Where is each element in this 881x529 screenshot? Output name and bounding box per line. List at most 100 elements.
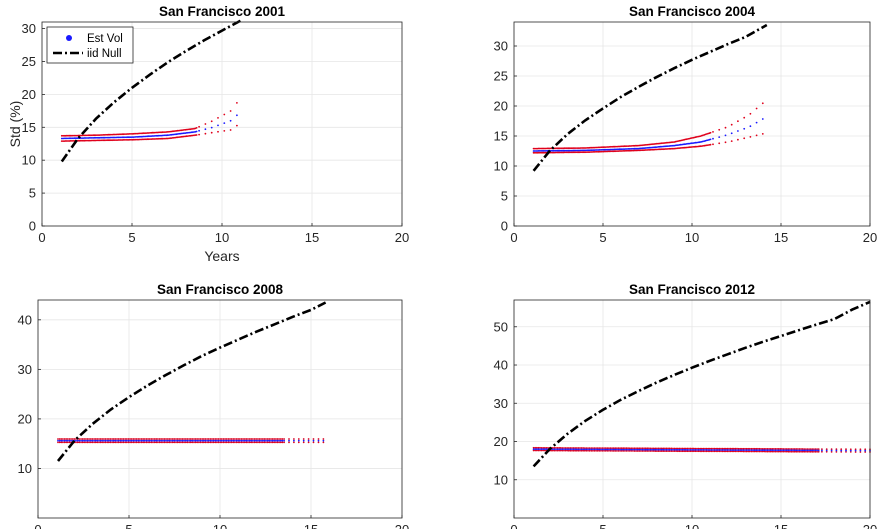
- ci-point: [593, 449, 596, 452]
- ci-point: [147, 438, 150, 440]
- est-vol-point: [250, 439, 253, 442]
- est-vol-point: [809, 449, 812, 452]
- ci-point: [740, 450, 743, 453]
- est-vol-point: [632, 448, 634, 451]
- ci-point: [758, 447, 761, 450]
- est-vol-point: [571, 448, 573, 451]
- est-vol-point: [577, 448, 580, 451]
- ci-point: [625, 450, 628, 452]
- est-vol-point: [132, 136, 135, 139]
- ci-point: [535, 449, 538, 452]
- ci-point: [627, 450, 629, 452]
- ci-point: [165, 441, 168, 444]
- ci-point: [91, 134, 93, 137]
- est-vol-point: [234, 439, 236, 442]
- ci-point: [139, 138, 141, 141]
- ci-point: [604, 447, 607, 449]
- ci-point: [552, 151, 555, 154]
- ci-point: [142, 138, 145, 141]
- est-vol-point: [716, 449, 719, 451]
- ci-point: [535, 446, 538, 449]
- ci-point: [281, 441, 284, 444]
- ci-point: [178, 441, 181, 444]
- est-vol-point: [755, 449, 758, 452]
- y-axis-label: Std (%): [7, 101, 23, 148]
- ci-point: [710, 450, 713, 453]
- ci-point: [644, 149, 647, 151]
- ci-point: [242, 438, 245, 440]
- ci-point: [667, 148, 669, 150]
- ci-point: [538, 151, 541, 154]
- est-vol-point: [194, 439, 197, 442]
- est-vol-point: [84, 137, 87, 139]
- est-vol-point: [195, 130, 198, 133]
- ci-point: [585, 151, 587, 154]
- ci-point: [193, 438, 195, 440]
- ci-point: [66, 438, 69, 440]
- ci-point: [604, 449, 607, 452]
- est-vol-point: [696, 449, 698, 451]
- ci-point: [145, 441, 148, 444]
- ci-point: [800, 450, 802, 453]
- est-vol-point: [183, 132, 185, 135]
- ci-point: [119, 438, 122, 440]
- ci-point: [647, 143, 650, 146]
- x-tick-label: 20: [863, 230, 877, 245]
- ci-point: [558, 449, 561, 452]
- est-vol-point: [658, 145, 661, 148]
- ci-point: [91, 438, 94, 440]
- est-vol-point: [649, 448, 652, 451]
- est-vol-point: [672, 448, 674, 451]
- ci-point: [617, 145, 620, 148]
- ci-point: [603, 447, 605, 449]
- ci-point: [109, 441, 112, 444]
- est-vol-point: [622, 448, 625, 451]
- ci-point: [574, 447, 577, 449]
- ci-point: [813, 450, 815, 453]
- est-vol-point: [787, 449, 790, 452]
- ci-point: [718, 450, 721, 453]
- ci-point: [76, 441, 79, 444]
- ci-point: [579, 447, 581, 449]
- est-vol-point: [708, 449, 711, 451]
- est-vol-point: [806, 449, 809, 452]
- ci-point: [293, 438, 295, 440]
- ci-point: [660, 447, 663, 450]
- ci-point: [83, 441, 86, 444]
- ci-point: [816, 450, 818, 453]
- est-vol-point: [558, 448, 561, 451]
- ci-point: [283, 438, 285, 440]
- est-vol-point: [210, 126, 213, 129]
- ci-point: [633, 144, 636, 147]
- est-vol-point: [742, 449, 745, 451]
- ci-point: [164, 131, 167, 134]
- ci-point: [785, 448, 788, 450]
- ci-point: [817, 448, 820, 450]
- est-vol-point: [726, 449, 729, 451]
- est-vol-point: [768, 449, 770, 452]
- ci-point: [730, 123, 733, 126]
- est-vol-point: [598, 149, 601, 151]
- ci-point: [821, 448, 823, 450]
- ci-point: [588, 447, 591, 449]
- ci-point: [679, 147, 682, 149]
- est-vol-point: [737, 449, 740, 451]
- ci-point: [585, 447, 588, 449]
- ci-point: [265, 441, 267, 444]
- est-vol-point: [623, 148, 626, 151]
- est-vol-point: [636, 448, 639, 451]
- ci-point: [161, 137, 164, 140]
- est-vol-point: [204, 439, 207, 442]
- ci-point: [790, 450, 793, 453]
- ci-point: [198, 441, 200, 444]
- ci-point: [558, 147, 561, 150]
- ci-point: [608, 447, 610, 450]
- ci-point: [658, 142, 661, 145]
- est-vol-point: [699, 449, 702, 451]
- est-vol-point: [710, 449, 713, 451]
- est-vol-point: [92, 137, 95, 139]
- ci-point: [648, 450, 650, 452]
- ci-point: [237, 438, 240, 440]
- ci-point: [574, 449, 577, 452]
- est-vol-point: [257, 439, 259, 442]
